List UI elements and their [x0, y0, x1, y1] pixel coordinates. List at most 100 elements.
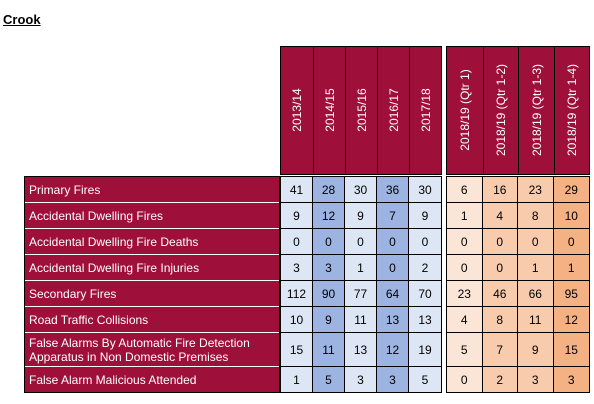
- row-label: Accidental Dwelling Fire Injuries: [25, 255, 279, 281]
- annual-values-grid: 41 28 30 36 30 9 12 9 7 9 0 0 0 0 0 3 3 1 0 2 112 90 77 64 70 10 9…: [280, 176, 442, 393]
- table-cell: 0: [482, 229, 518, 254]
- table-cell: 5: [409, 367, 441, 392]
- table-row: 112 90 77 64 70: [281, 281, 441, 307]
- table-cell: 3: [377, 367, 409, 392]
- table-cell: 3: [281, 255, 313, 280]
- table-cell: 3: [313, 255, 345, 280]
- table-row: 15 11 13 12 19: [281, 333, 441, 367]
- table-cell: 8: [518, 203, 554, 228]
- table-cell: 5: [313, 367, 345, 392]
- quarter-column-header: 2018/19 (Qtr 1-4): [553, 46, 591, 173]
- table-cell: 12: [553, 307, 589, 332]
- row-label: Primary Fires: [25, 177, 279, 203]
- table-cell: 0: [518, 229, 554, 254]
- table-cell: 36: [377, 177, 409, 202]
- table-cell: 11: [345, 307, 377, 332]
- annual-header-band: [280, 46, 442, 175]
- table-cell: 9: [518, 333, 554, 366]
- table-cell: 112: [281, 281, 313, 306]
- quarter-column-header: 2018/19 (Qtr 1-2): [482, 46, 520, 173]
- annual-column-header: 2016/17: [377, 46, 410, 173]
- table-cell: 0: [447, 229, 483, 254]
- table-row: 10 9 11 13 13: [281, 307, 441, 333]
- table-cell: 1: [447, 203, 483, 228]
- table-cell: 11: [313, 333, 345, 366]
- table-cell: 1: [281, 367, 313, 392]
- quarter-column-header: 2018/19 (Qtr 1): [457, 68, 472, 151]
- table-cell: 23: [447, 281, 483, 306]
- quarter-column-header: 2018/19 (Qtr 1-3): [518, 46, 555, 173]
- table-cell: 46: [482, 281, 518, 306]
- table-cell: 1: [345, 255, 377, 280]
- row-label: Road Traffic Collisions: [25, 307, 279, 333]
- table-cell: 9: [313, 307, 345, 332]
- table-cell: 9: [409, 203, 441, 228]
- table-cell: 30: [409, 177, 441, 202]
- table-row: 41 28 30 36 30: [281, 177, 441, 203]
- table-cell: 2: [482, 367, 518, 392]
- annual-column-header: 2014/15: [313, 46, 346, 173]
- table-row: 4 8 11 12: [447, 307, 589, 333]
- quarterly-values-grid: 6 16 23 29 1 4 8 10 0 0 0 0 0 0 1 1 23 46 66 95 4 8 11 12 5 7 9 15 0…: [446, 176, 590, 393]
- table-cell: 66: [518, 281, 554, 306]
- table-cell: 23: [518, 177, 554, 202]
- table-cell: 95: [553, 281, 589, 306]
- table-cell: 1: [553, 255, 589, 280]
- table-cell: 10: [281, 307, 313, 332]
- table-cell: 29: [553, 177, 589, 202]
- table-cell: 0: [313, 229, 345, 254]
- table-cell: 3: [345, 367, 377, 392]
- table-cell: 2: [409, 255, 441, 280]
- annual-column-header: 2015/16: [345, 46, 378, 173]
- table-cell: 77: [345, 281, 377, 306]
- table-row: 5 7 9 15: [447, 333, 589, 367]
- table-row: 6 16 23 29: [447, 177, 589, 203]
- table-cell: 9: [345, 203, 377, 228]
- table-cell: 15: [281, 333, 313, 366]
- table-cell: 0: [345, 229, 377, 254]
- table-cell: 0: [409, 229, 441, 254]
- table-cell: 6: [447, 177, 483, 202]
- table-cell: 0: [281, 229, 313, 254]
- table-cell: 8: [482, 307, 518, 332]
- table-cell: 4: [482, 203, 518, 228]
- table-cell: 90: [313, 281, 345, 306]
- table-cell: 13: [377, 307, 409, 332]
- row-label: Secondary Fires: [25, 281, 279, 307]
- row-label: Accidental Dwelling Fire Deaths: [25, 229, 279, 255]
- table-cell: 12: [313, 203, 345, 228]
- table-cell: 9: [281, 203, 313, 228]
- table-cell: 0: [553, 229, 589, 254]
- table-cell: 1: [518, 255, 554, 280]
- table-cell: 16: [482, 177, 518, 202]
- row-label: False Alarms By Automatic Fire Detection…: [25, 333, 279, 367]
- table-cell: 11: [518, 307, 554, 332]
- row-label: Accidental Dwelling Fires: [25, 203, 279, 229]
- row-labels: Primary Fires Accidental Dwelling Fires Ac…: [24, 176, 280, 393]
- page-title: Crook: [3, 12, 41, 27]
- table-cell: 28: [313, 177, 345, 202]
- table-cell: 7: [377, 203, 409, 228]
- table-cell: 10: [553, 203, 589, 228]
- table-cell: 3: [518, 367, 554, 392]
- table-cell: 70: [409, 281, 441, 306]
- table-row: 9 12 9 7 9: [281, 203, 441, 229]
- table-cell: 15: [553, 333, 589, 366]
- table-cell: 0: [377, 255, 409, 280]
- table-cell: 0: [447, 255, 483, 280]
- table-cell: 7: [482, 333, 518, 366]
- table-cell: 0: [377, 229, 409, 254]
- table-row: 1 4 8 10: [447, 203, 589, 229]
- table-cell: 19: [409, 333, 441, 366]
- table-cell: 64: [377, 281, 409, 306]
- table-cell: 4: [447, 307, 483, 332]
- annual-column-header: 2017/18: [409, 46, 442, 173]
- row-label: False Alarm Malicious Attended: [25, 367, 279, 392]
- table-cell: 5: [447, 333, 483, 366]
- table-cell: 13: [345, 333, 377, 366]
